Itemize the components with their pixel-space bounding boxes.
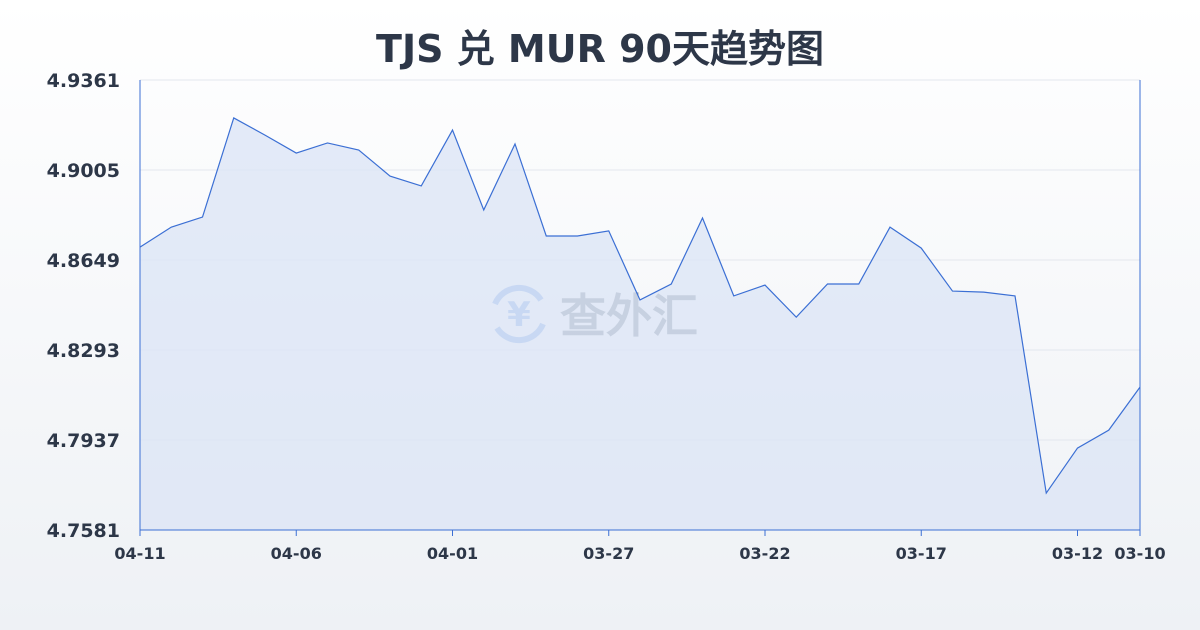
x-tick-label: 03-27 bbox=[583, 544, 634, 563]
area-fill bbox=[140, 117, 1140, 530]
x-tick-label: 04-01 bbox=[427, 544, 478, 563]
y-tick-label: 4.9361 bbox=[47, 70, 120, 92]
y-tick-label: 4.8293 bbox=[47, 340, 120, 362]
x-tick-label: 03-10 bbox=[1114, 544, 1165, 563]
x-tick-label: 03-17 bbox=[896, 544, 947, 563]
y-tick-label: 4.7581 bbox=[47, 520, 120, 542]
x-tick-label: 04-06 bbox=[271, 544, 322, 563]
y-tick-label: 4.8649 bbox=[47, 250, 120, 272]
x-tick-label: 03-12 bbox=[1052, 544, 1103, 563]
y-tick-label: 4.7937 bbox=[47, 430, 120, 452]
x-tick-label: 04-11 bbox=[114, 544, 165, 563]
x-tick-label: 03-22 bbox=[739, 544, 790, 563]
chart-title: TJS 兑 MUR 90天趋势图 bbox=[376, 27, 824, 71]
y-tick-label: 4.9005 bbox=[47, 160, 120, 182]
